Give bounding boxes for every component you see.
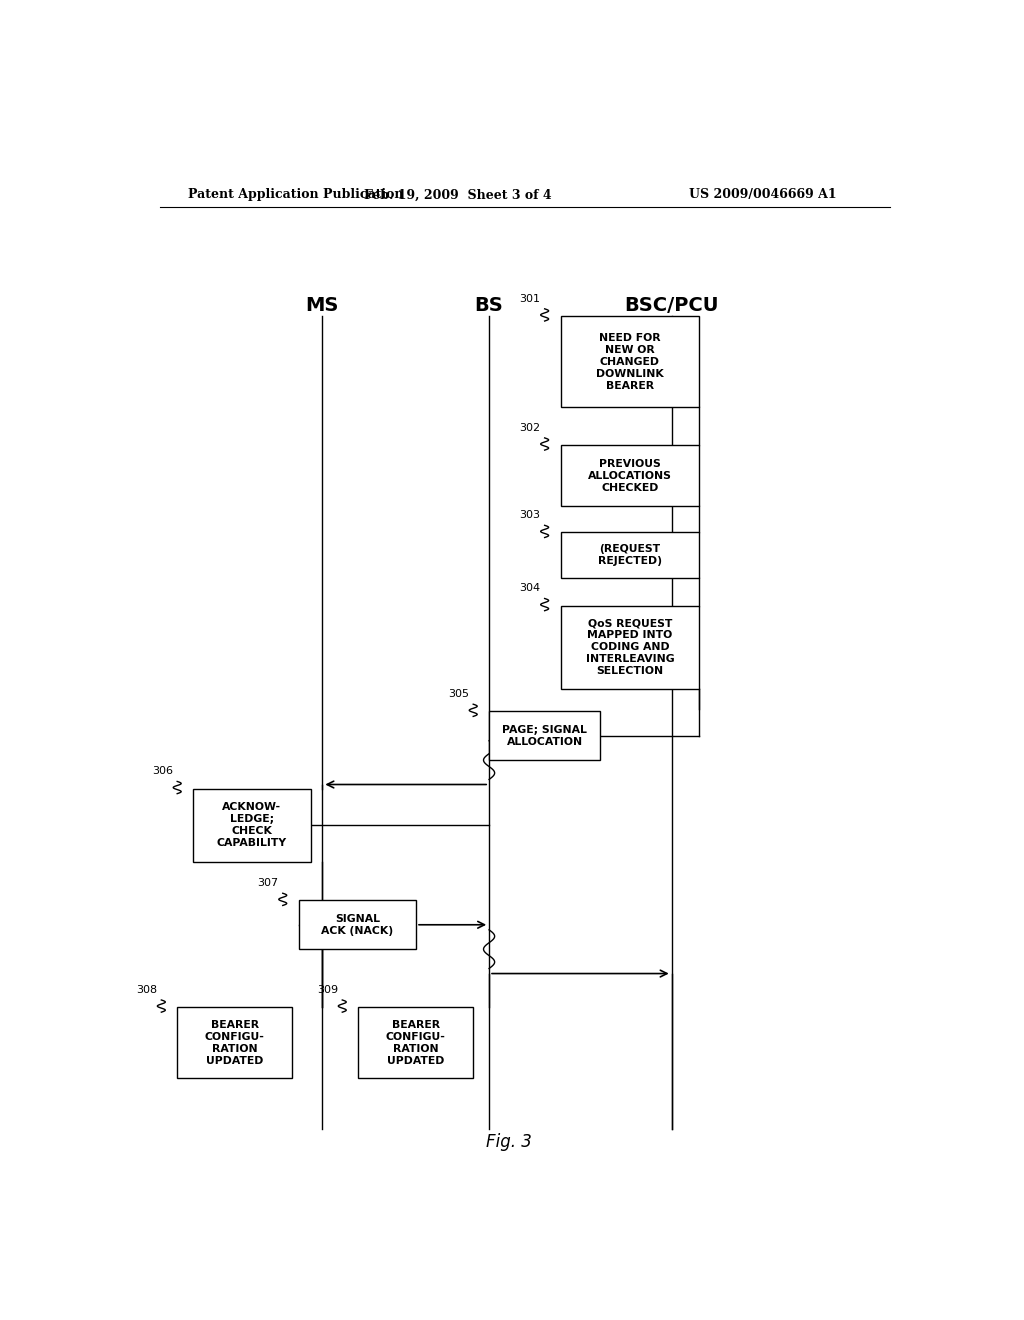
Text: 307: 307 (258, 878, 279, 888)
Text: PAGE; SIGNAL
ALLOCATION: PAGE; SIGNAL ALLOCATION (502, 725, 587, 747)
Text: 306: 306 (153, 767, 173, 776)
FancyBboxPatch shape (489, 711, 600, 760)
Text: 303: 303 (519, 511, 541, 520)
Text: Feb. 19, 2009  Sheet 3 of 4: Feb. 19, 2009 Sheet 3 of 4 (364, 189, 551, 202)
Text: NEED FOR
NEW OR
CHANGED
DOWNLINK
BEARER: NEED FOR NEW OR CHANGED DOWNLINK BEARER (596, 333, 664, 391)
Text: Fig. 3: Fig. 3 (486, 1134, 531, 1151)
Text: BS: BS (475, 296, 504, 315)
FancyBboxPatch shape (560, 532, 699, 578)
Text: 304: 304 (519, 583, 541, 594)
Text: MS: MS (306, 296, 339, 315)
FancyBboxPatch shape (299, 900, 416, 949)
FancyBboxPatch shape (358, 1007, 473, 1078)
FancyBboxPatch shape (194, 788, 310, 862)
Text: 309: 309 (317, 985, 338, 995)
Text: 302: 302 (519, 422, 541, 433)
Text: 305: 305 (449, 689, 469, 700)
Text: BSC/PCU: BSC/PCU (625, 296, 719, 315)
Text: QoS REQUEST
MAPPED INTO
CODING AND
INTERLEAVING
SELECTION: QoS REQUEST MAPPED INTO CODING AND INTER… (586, 618, 674, 676)
FancyBboxPatch shape (560, 445, 699, 506)
Text: ACKNOW-
LEDGE;
CHECK
CAPABILITY: ACKNOW- LEDGE; CHECK CAPABILITY (217, 803, 287, 849)
Text: (REQUEST
REJECTED): (REQUEST REJECTED) (598, 544, 662, 566)
FancyBboxPatch shape (560, 606, 699, 689)
Text: SIGNAL
ACK (NACK): SIGNAL ACK (NACK) (322, 913, 393, 936)
FancyBboxPatch shape (560, 315, 699, 408)
Text: BEARER
CONFIGU-
RATION
UPDATED: BEARER CONFIGU- RATION UPDATED (205, 1019, 264, 1065)
Text: 308: 308 (136, 985, 158, 995)
Text: US 2009/0046669 A1: US 2009/0046669 A1 (689, 189, 837, 202)
Text: BEARER
CONFIGU-
RATION
UPDATED: BEARER CONFIGU- RATION UPDATED (386, 1019, 445, 1065)
Text: Patent Application Publication: Patent Application Publication (187, 189, 403, 202)
Text: 301: 301 (519, 294, 541, 304)
FancyBboxPatch shape (177, 1007, 292, 1078)
Text: PREVIOUS
ALLOCATIONS
CHECKED: PREVIOUS ALLOCATIONS CHECKED (588, 458, 672, 492)
